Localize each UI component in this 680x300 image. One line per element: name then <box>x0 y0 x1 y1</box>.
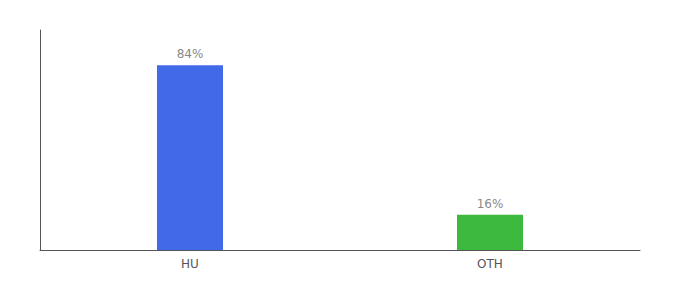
svg-text:84%: 84% <box>177 47 204 61</box>
svg-text:16%: 16% <box>477 197 504 211</box>
svg-text:OTH: OTH <box>477 257 503 271</box>
svg-text:HU: HU <box>181 257 199 271</box>
